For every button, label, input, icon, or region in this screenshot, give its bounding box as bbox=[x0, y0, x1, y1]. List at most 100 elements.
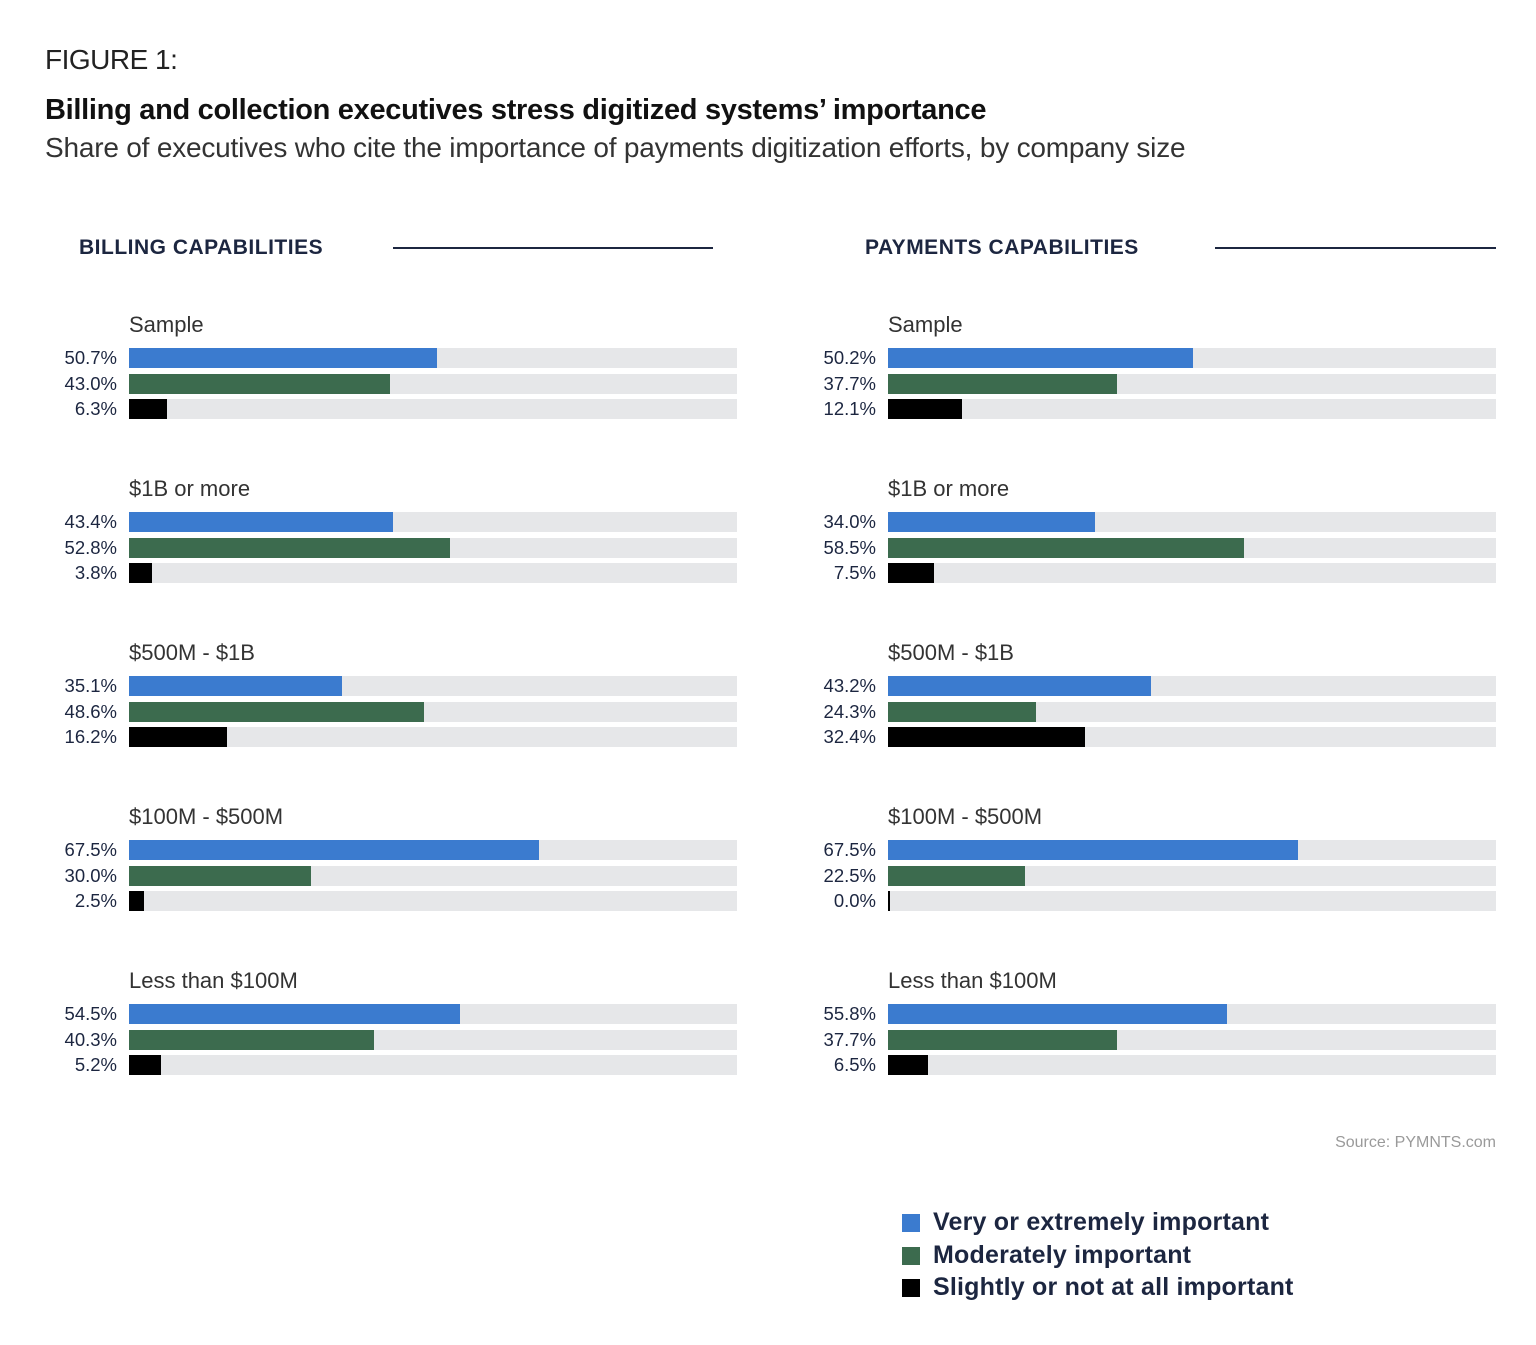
bar-value-label: 6.5% bbox=[833, 1054, 876, 1075]
bar-slightly-important bbox=[888, 727, 1085, 747]
bar-slightly-important bbox=[888, 1055, 928, 1075]
category-label: Sample bbox=[888, 312, 963, 337]
bar-row-moderately-important: 43.0% bbox=[0, 372, 740, 394]
bar-value-label: 5.2% bbox=[74, 1054, 117, 1075]
bar-row-slightly-important: 16.2% bbox=[0, 727, 740, 747]
bar-value-label: 48.6% bbox=[64, 700, 117, 722]
bar-track bbox=[129, 891, 737, 911]
bar-row-very-important: 55.8% bbox=[759, 1004, 1499, 1024]
bar-value-label: 37.7% bbox=[823, 372, 876, 394]
chart-title: Billing and collection executives stress… bbox=[45, 94, 987, 126]
bar-slightly-important bbox=[129, 399, 168, 419]
bar-very-important bbox=[129, 1004, 461, 1024]
bar-track bbox=[888, 563, 1496, 583]
bar-moderately-important bbox=[129, 701, 425, 722]
bar-track bbox=[129, 563, 737, 583]
bar-track bbox=[129, 399, 737, 419]
bar-row-moderately-important: 58.5% bbox=[759, 536, 1499, 558]
bar-moderately-important bbox=[888, 865, 1025, 886]
bar-slightly-important bbox=[888, 399, 962, 419]
bar-very-important bbox=[888, 1004, 1228, 1024]
bar-value-label: 43.0% bbox=[64, 372, 117, 394]
bar-track bbox=[129, 840, 737, 860]
bar-track bbox=[129, 727, 737, 747]
bar-row-very-important: 67.5% bbox=[0, 840, 740, 860]
bar-row-slightly-important: 32.4% bbox=[759, 727, 1499, 747]
legend-label: Moderately important bbox=[933, 1240, 1192, 1269]
legend-swatch bbox=[902, 1214, 920, 1232]
category-group: $1B or more 43.4% 52.8% 3.8% bbox=[0, 476, 740, 620]
bar-track bbox=[888, 537, 1496, 558]
bar-track bbox=[888, 373, 1496, 394]
bar-row-moderately-important: 37.7% bbox=[759, 1028, 1499, 1050]
bar-very-important bbox=[129, 348, 438, 368]
payments-capabilities-panel: PAYMENTS CAPABILITIES Sample 50.2% 37.7% 12… bbox=[759, 230, 1499, 1100]
category-group: Less than $100M 55.8% 37.7% 6.5% bbox=[759, 968, 1499, 1112]
bar-value-label: 58.5% bbox=[823, 536, 876, 558]
bar-very-important bbox=[888, 512, 1095, 532]
bar-track bbox=[888, 865, 1496, 886]
category-group: $500M - $1B 43.2% 24.3% 32.4% bbox=[759, 640, 1499, 784]
category-group: $1B or more 34.0% 58.5% 7.5% bbox=[759, 476, 1499, 620]
bar-row-very-important: 34.0% bbox=[759, 512, 1499, 532]
panel-divider-rule bbox=[393, 247, 713, 249]
panel-title: BILLING CAPABILITIES bbox=[79, 236, 324, 259]
bar-row-very-important: 43.2% bbox=[759, 676, 1499, 696]
bar-row-slightly-important: 6.5% bbox=[759, 1055, 1499, 1075]
bar-track bbox=[888, 512, 1496, 532]
bar-track bbox=[888, 1055, 1496, 1075]
bar-very-important bbox=[888, 840, 1299, 860]
category-label: Less than $100M bbox=[129, 968, 298, 993]
bar-value-label: 35.1% bbox=[64, 675, 117, 696]
bar-track bbox=[888, 348, 1496, 368]
bar-track bbox=[888, 727, 1496, 747]
bar-value-label: 3.8% bbox=[74, 562, 117, 583]
bar-track bbox=[888, 1004, 1496, 1024]
bar-slightly-important bbox=[129, 891, 145, 911]
bar-track bbox=[129, 865, 737, 886]
bar-moderately-important bbox=[129, 1029, 375, 1050]
bar-row-moderately-important: 24.3% bbox=[759, 700, 1499, 722]
bar-very-important bbox=[888, 348, 1194, 368]
bar-track bbox=[129, 1055, 737, 1075]
bar-slightly-important bbox=[888, 891, 890, 911]
panel-title: PAYMENTS CAPABILITIES bbox=[865, 236, 1139, 259]
legend-label: Very or extremely important bbox=[933, 1208, 1270, 1236]
bar-value-label: 0.0% bbox=[833, 890, 876, 911]
bar-row-moderately-important: 52.8% bbox=[0, 537, 740, 558]
billing-capabilities-panel: BILLING CAPABILITIES Sample 50.7% 43.0% 6.3… bbox=[0, 230, 740, 1100]
bar-value-label: 37.7% bbox=[823, 1028, 876, 1050]
bar-value-label: 12.1% bbox=[823, 398, 876, 419]
bar-value-label: 40.3% bbox=[64, 1028, 117, 1050]
bar-row-moderately-important: 37.7% bbox=[759, 372, 1499, 394]
bar-value-label: 67.5% bbox=[64, 839, 117, 860]
bar-very-important bbox=[129, 676, 343, 696]
bar-track bbox=[129, 701, 737, 722]
category-group: Less than $100M 54.5% 40.3% 5.2% bbox=[0, 968, 740, 1112]
category-label: $1B or more bbox=[888, 476, 1010, 501]
bar-value-label: 55.8% bbox=[823, 1003, 876, 1024]
bar-track bbox=[888, 1029, 1496, 1050]
bar-track bbox=[888, 701, 1496, 722]
bar-row-slightly-important: 0.0% bbox=[759, 891, 1499, 911]
bar-track bbox=[888, 399, 1496, 419]
bar-track bbox=[888, 676, 1496, 696]
category-group: Sample 50.7% 43.0% 6.3% bbox=[0, 312, 740, 456]
category-group: Sample 50.2% 37.7% 12.1% bbox=[759, 312, 1499, 456]
category-label: $100M - $500M bbox=[888, 804, 1043, 829]
bar-slightly-important bbox=[888, 563, 934, 583]
bar-moderately-important bbox=[129, 865, 312, 886]
legend-swatch bbox=[902, 1246, 920, 1265]
bar-row-slightly-important: 6.3% bbox=[0, 399, 740, 419]
bar-row-moderately-important: 22.5% bbox=[759, 865, 1499, 886]
bar-value-label: 54.5% bbox=[64, 1003, 117, 1024]
bar-value-label: 2.5% bbox=[74, 890, 117, 911]
bar-value-label: 24.3% bbox=[823, 700, 876, 722]
bar-value-label: 34.0% bbox=[823, 511, 876, 532]
bar-row-slightly-important: 5.2% bbox=[0, 1055, 740, 1075]
bar-track bbox=[129, 676, 737, 696]
bar-value-label: 67.5% bbox=[823, 839, 876, 860]
legend-label: Slightly or not at all important bbox=[933, 1273, 1294, 1301]
bar-value-label: 50.2% bbox=[823, 347, 876, 368]
bar-track bbox=[129, 348, 737, 368]
